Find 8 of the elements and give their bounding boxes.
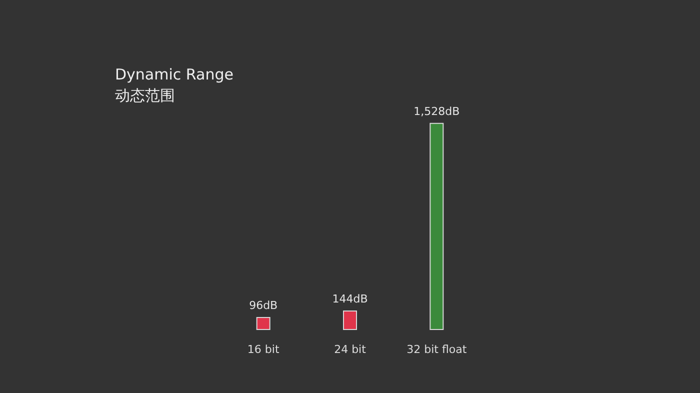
x-tick-label: 16 bit	[247, 343, 280, 356]
x-tick-label: 24 bit	[334, 343, 367, 356]
data-label: 96dB	[249, 298, 278, 312]
chart-title: Dynamic Range	[115, 66, 234, 84]
data-label: 144dB	[332, 292, 368, 306]
chart-subtitle: 动态范围	[115, 86, 175, 104]
x-tick-label: 32 bit float	[406, 343, 468, 356]
data-label: 1,528dB	[414, 104, 460, 118]
